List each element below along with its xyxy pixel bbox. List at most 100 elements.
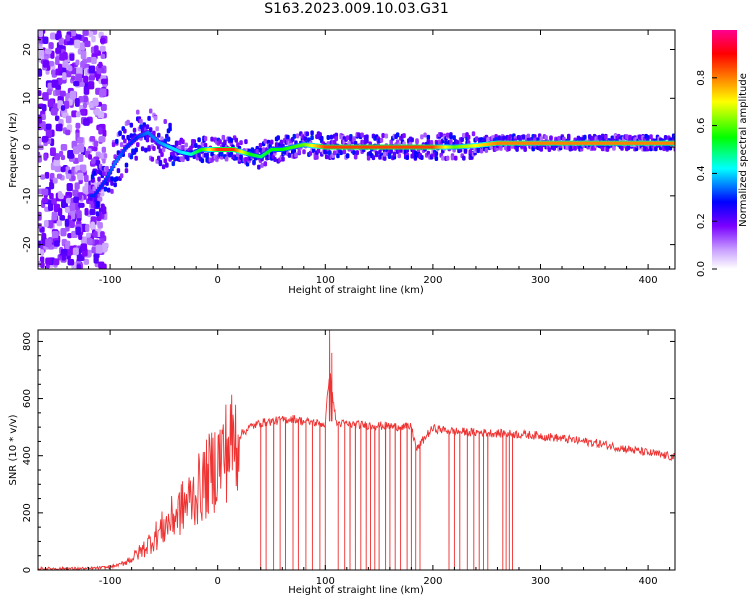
spectrogram-halo-cell [105, 166, 109, 172]
spectrogram-x-tick-label: 300 [531, 275, 550, 286]
spectrogram-noise-cell [101, 244, 108, 253]
spectrogram-halo-cell [413, 154, 418, 160]
spectrogram-halo-cell [326, 134, 330, 140]
spectrogram-halo-cell [281, 156, 285, 162]
spectrogram-halo-cell [507, 146, 511, 152]
spectrogram-halo-cell [552, 145, 556, 151]
spectrogram-halo-cell [134, 147, 138, 153]
spectrogram-halo-cell [194, 143, 198, 149]
spectrogram-noise-cell [65, 129, 71, 136]
spectrogram-halo-cell [353, 154, 358, 160]
spectrogram-ridge-cell [106, 173, 110, 177]
snr-x-tick-label: 200 [423, 576, 442, 587]
spectrogram-noise-cell [83, 102, 88, 109]
spectrogram-noise-cell [88, 65, 96, 74]
spectrogram-halo-cell [397, 153, 402, 159]
spectrogram-noise-cell [51, 79, 59, 88]
colorbar-tick-label: 0.6 [696, 118, 707, 134]
spectrogram-ridge-cell [113, 162, 116, 166]
spectrogram-noise-cell [50, 108, 58, 116]
spectrogram-noise-cell [75, 111, 81, 118]
spectrogram-noise-cell [92, 99, 99, 107]
spectrogram-noise-cell [87, 154, 93, 160]
spectrogram-noise-cell [67, 258, 75, 266]
spectrogram-noise-cell [68, 219, 75, 228]
spectrogram-halo-cell [462, 132, 466, 138]
spectrogram-halo-cell [160, 152, 164, 158]
spectrogram-halo-cell [110, 176, 114, 182]
spectrogram-halo-cell [119, 142, 124, 148]
spectrogram-noise-cell [74, 97, 80, 107]
spectrogram-noise-cell [43, 136, 49, 142]
spectrogram-halo-cell [389, 148, 393, 154]
spectrogram-halo-cell [663, 135, 668, 141]
spectrogram-halo-cell [557, 135, 561, 141]
spectrogram-noise-cell [55, 56, 60, 66]
spectrogram-halo-cell [445, 132, 450, 138]
spectrogram-noise-cell [84, 207, 89, 216]
spectrogram-noise-cell [91, 56, 97, 65]
spectrogram-halo-cell [155, 126, 159, 132]
spectrogram-halo-cell [434, 151, 439, 157]
spectrogram-noise-cell [61, 253, 66, 261]
spectrogram-noise-cell [57, 63, 63, 72]
spectrogram-noise-cell [80, 243, 87, 252]
spectrogram-noise-cell [59, 90, 66, 97]
colorbar-tick-label: 0.8 [696, 70, 707, 86]
spectrogram-noise-cell [80, 50, 87, 60]
spectrogram-halo-cell [266, 139, 271, 145]
spectrogram-halo-cell [123, 128, 127, 134]
spectrogram-noise-cell [42, 60, 50, 68]
spectrogram-ridge-cell [103, 179, 107, 183]
spectrogram-noise-cell [51, 198, 57, 205]
spectrogram-noise-cell [71, 175, 76, 181]
spectrogram-noise-cell [54, 240, 60, 247]
spectrogram-noise-cell [88, 81, 95, 90]
spectrogram-halo-cell [626, 145, 631, 151]
spectrogram-halo-cell [562, 136, 566, 142]
spectrogram-halo-cell [604, 134, 608, 140]
snr-y-tick-label: 800 [22, 332, 33, 351]
spectrogram-x-tick-label: -100 [99, 275, 122, 286]
spectrogram-halo-cell [157, 155, 161, 161]
spectrogram-noise-cell [74, 39, 81, 49]
spectrogram-noise-cell [38, 68, 43, 77]
spectrogram-y-axis-label: Frequency (Hz) [8, 112, 19, 188]
spectrogram-halo-cell [113, 182, 117, 188]
spectrogram-noise-cell [93, 254, 99, 261]
spectrogram-noise-cell [57, 123, 63, 132]
spectrogram-halo-cell [103, 186, 108, 192]
spectrogram-halo-cell [583, 134, 587, 140]
spectrogram-halo-cell [219, 151, 224, 157]
spectrogram-halo-cell [158, 148, 163, 154]
spectrogram-noise-cell [77, 137, 84, 144]
spectrogram-noise-cell [66, 183, 73, 192]
spectrogram-noise-cell [45, 123, 52, 130]
spectrogram-halo-cell [168, 126, 172, 132]
spectrogram-noise-cell [39, 249, 45, 256]
spectrogram-halo-cell [250, 147, 255, 153]
spectrogram-halo-cell [462, 155, 466, 161]
spectrogram-noise-cell [77, 172, 84, 181]
spectrogram-halo-cell [365, 134, 369, 140]
spectrogram-noise-cell [99, 88, 107, 97]
spectrogram-noise-cell [78, 153, 84, 163]
spectrogram-noise-cell [75, 210, 82, 219]
spectrogram-halo-cell [515, 146, 519, 152]
spectrogram-noise-cell [38, 140, 42, 146]
spectrogram-noise-cell [71, 110, 78, 118]
spectrogram-halo-cell [221, 134, 226, 140]
spectrogram-ridge-cell [112, 164, 115, 168]
spectrogram-halo-cell [110, 188, 114, 194]
spectrogram-noise-cell [82, 95, 88, 103]
spectrogram-halo-cell [286, 134, 290, 140]
spectrogram-halo-cell [140, 146, 145, 152]
spectrogram-halo-cell [197, 152, 201, 158]
spectrogram-halo-cell [263, 138, 268, 144]
spectrogram-halo-cell [92, 170, 96, 176]
spectrogram-halo-cell [197, 137, 201, 143]
spectrogram-noise-cell [54, 115, 60, 122]
spectrogram-halo-cell [157, 144, 161, 150]
spectrogram-halo-cell [502, 135, 506, 141]
snr-series-line [38, 330, 675, 570]
